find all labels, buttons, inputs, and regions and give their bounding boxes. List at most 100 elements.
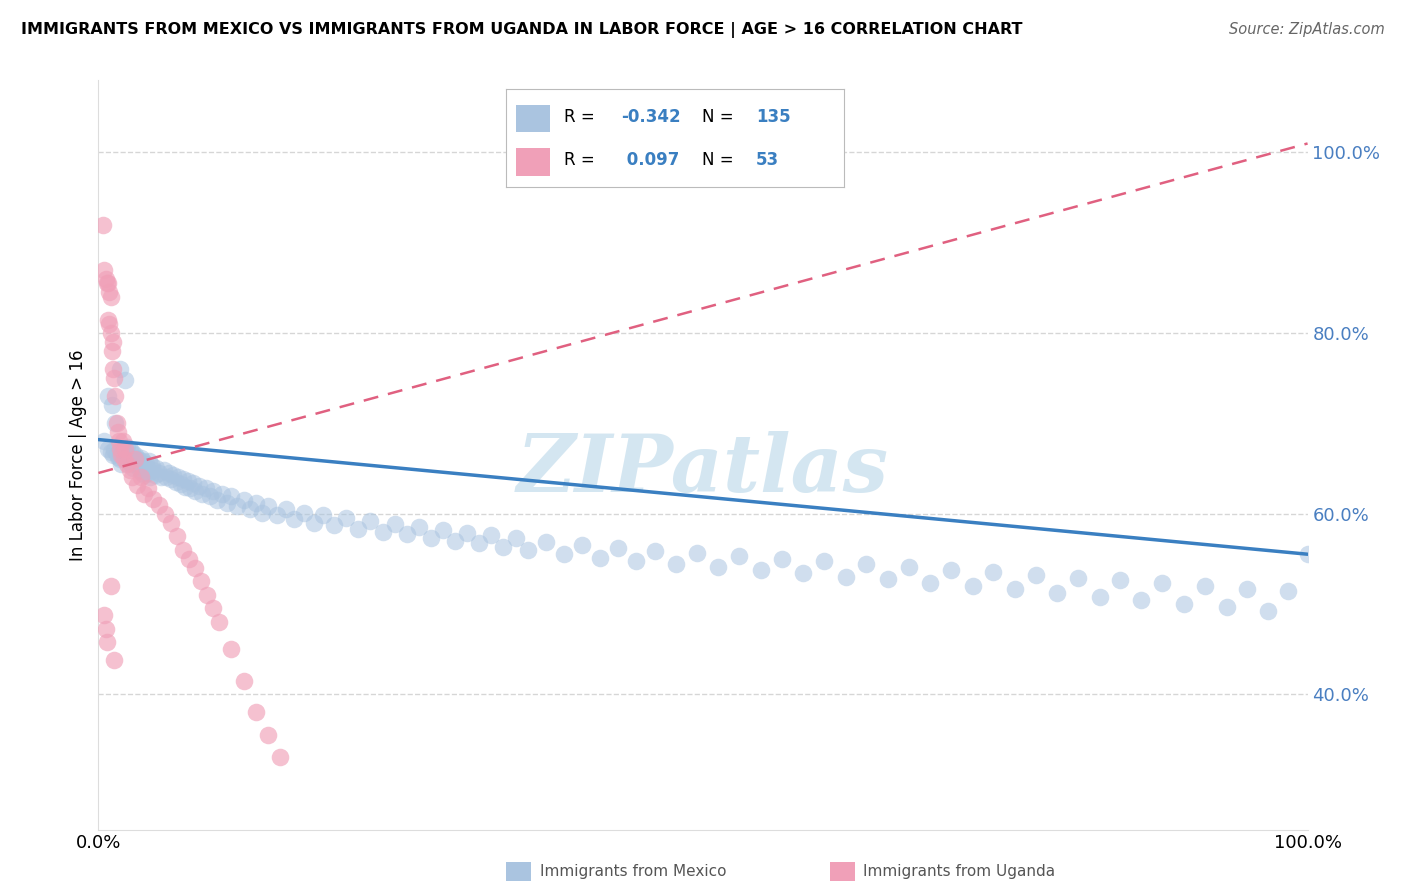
Point <box>122 460 145 475</box>
Point <box>121 470 143 484</box>
Point <box>1046 586 1069 600</box>
Point <box>108 442 131 456</box>
Point <box>166 529 188 543</box>
Point <box>107 450 129 464</box>
Point <box>706 559 728 574</box>
Point <box>232 493 254 508</box>
Point <box>813 554 835 568</box>
Point <box>516 542 538 557</box>
Point <box>136 481 159 495</box>
Point <box>1215 600 1237 615</box>
Point <box>97 312 120 326</box>
Point <box>127 457 149 471</box>
Point <box>100 344 122 359</box>
Point <box>134 467 156 482</box>
Text: N =: N = <box>702 151 734 169</box>
Point <box>97 277 120 291</box>
Point <box>205 493 228 508</box>
Point <box>770 551 793 566</box>
Point <box>118 442 141 457</box>
Point <box>232 673 254 688</box>
Point <box>202 601 225 615</box>
Point <box>114 373 136 387</box>
Point <box>105 447 128 461</box>
Y-axis label: In Labor Force | Age > 16: In Labor Force | Age > 16 <box>69 349 87 561</box>
Point <box>1194 579 1216 593</box>
Point <box>145 461 167 475</box>
Point <box>104 417 127 431</box>
Point <box>360 514 382 528</box>
Point <box>920 576 942 591</box>
Point <box>245 496 267 510</box>
Point <box>112 445 135 459</box>
Point <box>1277 584 1299 599</box>
Point <box>128 463 150 477</box>
Point <box>111 434 134 449</box>
Point <box>96 277 118 291</box>
Point <box>169 476 191 491</box>
Text: 53: 53 <box>756 151 779 169</box>
Point <box>142 463 165 477</box>
Point <box>121 445 143 459</box>
Point <box>481 528 503 542</box>
Point <box>100 398 122 412</box>
Point <box>120 457 142 471</box>
Point <box>444 533 467 548</box>
Point <box>108 362 131 376</box>
Point <box>124 452 146 467</box>
Point <box>408 520 430 534</box>
Point <box>152 463 174 477</box>
Text: R =: R = <box>564 151 595 169</box>
Point <box>135 457 157 471</box>
Point <box>855 557 877 571</box>
Point <box>127 477 149 491</box>
Point <box>117 440 139 454</box>
Point <box>179 551 201 566</box>
Point <box>1129 593 1152 607</box>
Point <box>981 566 1004 580</box>
Point <box>118 463 141 477</box>
Point <box>131 466 153 480</box>
Point <box>302 516 325 530</box>
Point <box>96 634 118 648</box>
Point <box>138 454 160 468</box>
Point <box>150 469 173 483</box>
Point <box>208 615 231 629</box>
Point <box>420 531 443 545</box>
Bar <box>516 105 550 132</box>
Point <box>177 474 200 488</box>
Point <box>190 574 212 589</box>
Point <box>101 334 124 349</box>
Point <box>172 472 194 486</box>
Point <box>1152 576 1174 591</box>
Point <box>108 445 131 459</box>
Text: 135: 135 <box>756 108 790 126</box>
Point <box>165 475 187 489</box>
Point <box>100 445 122 459</box>
Point <box>191 487 214 501</box>
Point <box>312 508 335 523</box>
Point <box>112 452 135 467</box>
Point <box>686 546 709 560</box>
Point <box>1024 568 1046 582</box>
Point <box>114 449 136 463</box>
Point <box>962 579 984 593</box>
Point <box>108 434 131 449</box>
Point <box>607 541 630 555</box>
Point <box>103 443 125 458</box>
Point <box>124 448 146 462</box>
Point <box>335 511 357 525</box>
Point <box>347 522 370 536</box>
Point <box>91 218 114 232</box>
Point <box>456 525 478 540</box>
Point <box>256 728 278 742</box>
Point <box>1109 574 1132 588</box>
Point <box>134 487 156 501</box>
Point <box>100 290 122 304</box>
Point <box>728 549 751 563</box>
Point <box>239 502 262 516</box>
Point <box>553 547 575 561</box>
Point <box>626 553 648 567</box>
Point <box>877 573 900 587</box>
Point <box>283 512 305 526</box>
